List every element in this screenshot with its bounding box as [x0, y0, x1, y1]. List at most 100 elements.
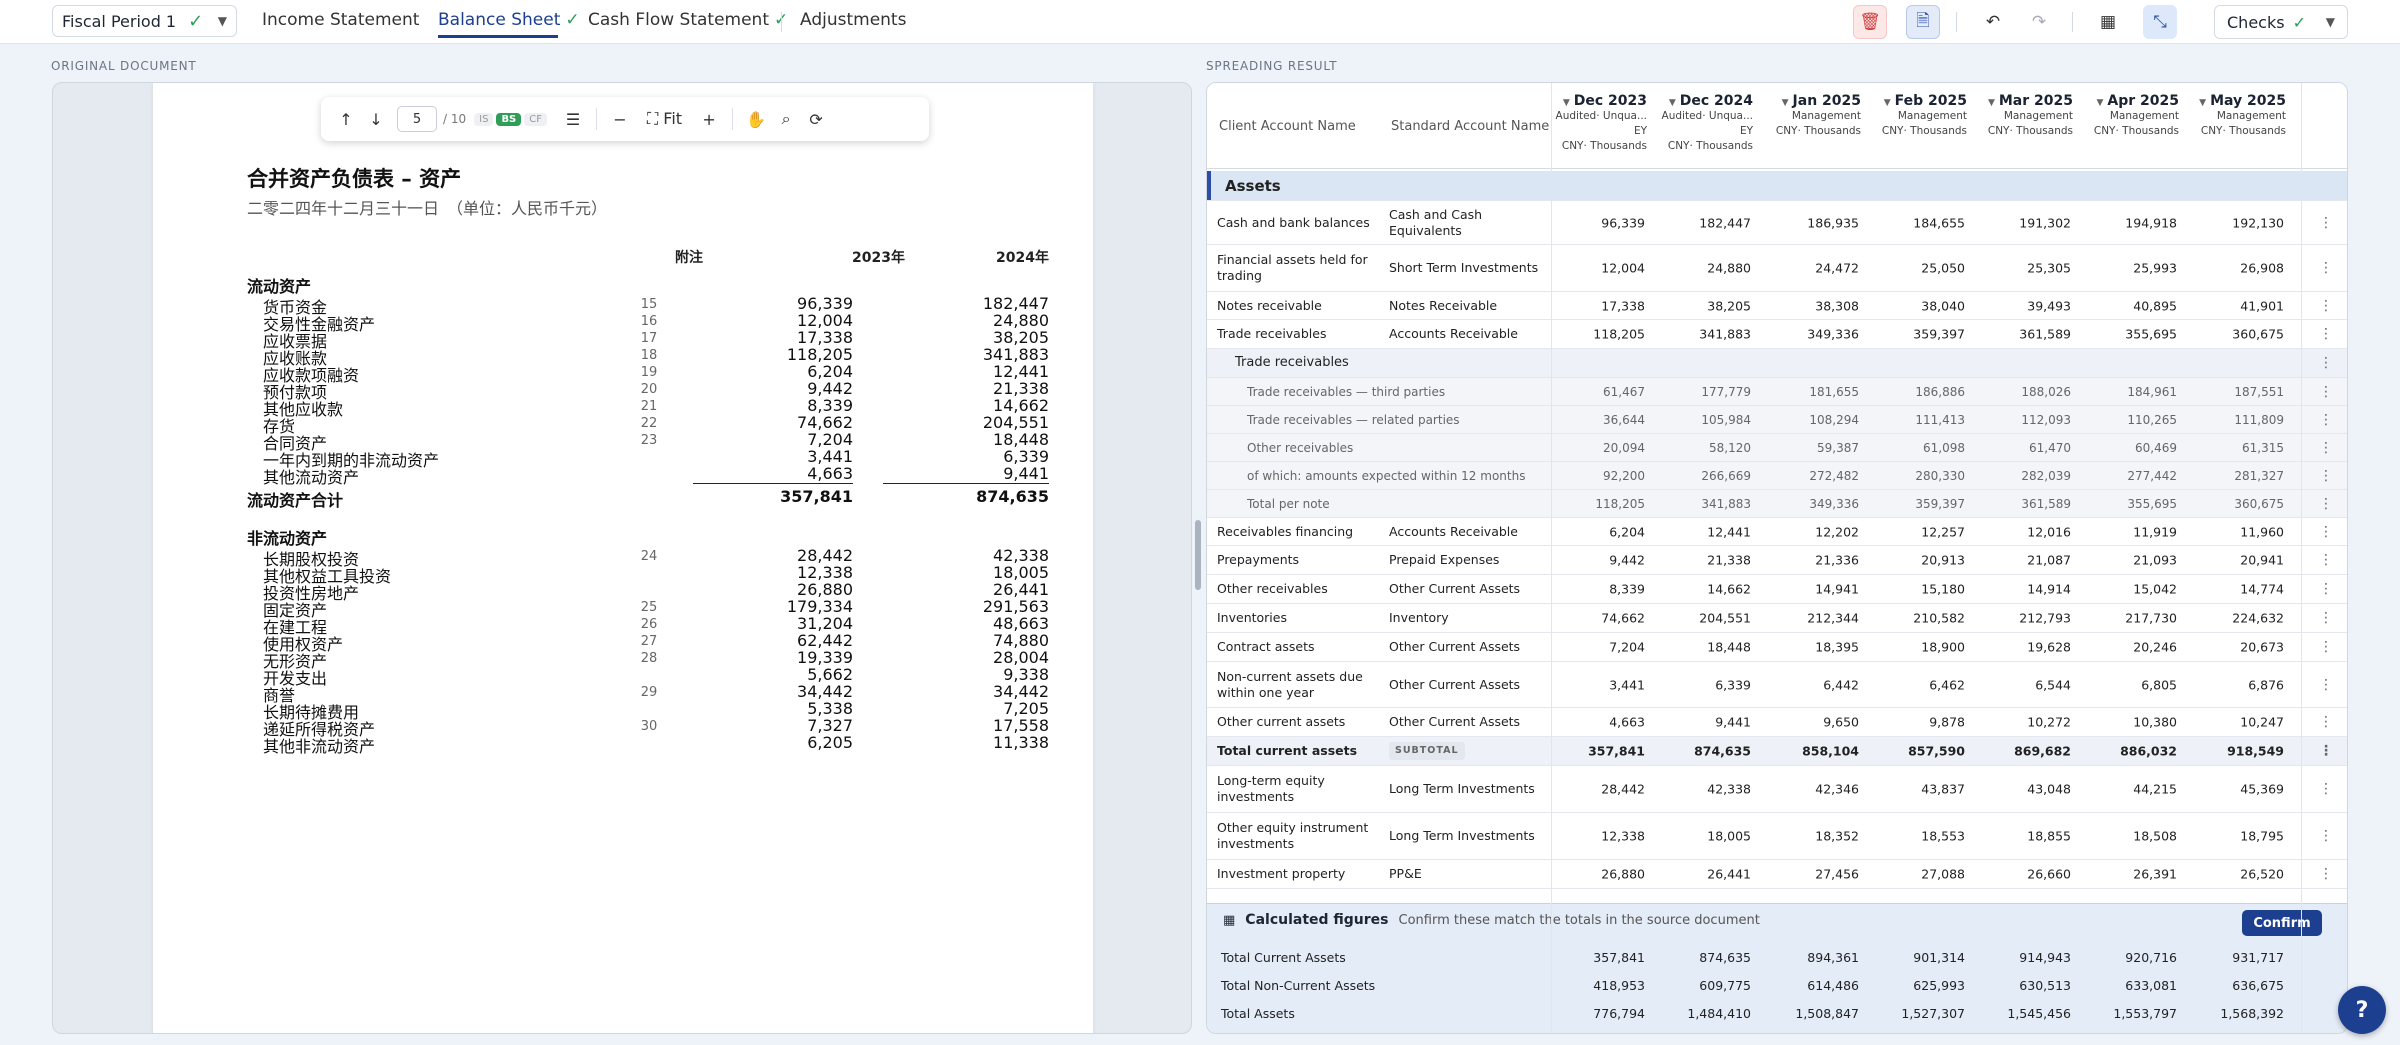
cell-value[interactable]: 204,551: [1699, 610, 1751, 626]
kebab-menu-icon[interactable]: ⋮: [2319, 439, 2333, 456]
kebab-menu-icon[interactable]: ⋮: [2319, 467, 2333, 484]
cell-value[interactable]: 217,730: [2125, 610, 2177, 626]
kebab-menu-icon[interactable]: ⋮: [2319, 552, 2333, 568]
cell-value[interactable]: 18,448: [1707, 639, 1751, 655]
cell-value[interactable]: 360,675: [2232, 326, 2284, 342]
standard-account-name[interactable]: Accounts Receivable: [1389, 523, 1518, 539]
cell-value[interactable]: 40,895: [2133, 298, 2177, 313]
cell-value[interactable]: 14,941: [1815, 581, 1859, 597]
calculator-button[interactable]: ▦: [2091, 5, 2125, 39]
zoom-out-icon[interactable]: −: [613, 109, 627, 129]
cell-value[interactable]: 12,257: [1921, 524, 1965, 539]
kebab-menu-icon[interactable]: ⋮: [2319, 828, 2333, 844]
tab-balance-sheet[interactable]: Balance Sheet ✓: [438, 10, 580, 38]
cell-value[interactable]: 355,695: [2125, 326, 2177, 342]
cell-value[interactable]: 27,456: [1815, 866, 1859, 882]
standard-account-name[interactable]: Other Current Assets: [1389, 639, 1521, 654]
cell-value[interactable]: 59,387: [1817, 440, 1859, 455]
cell-value[interactable]: 41,901: [2240, 298, 2284, 313]
cell-value[interactable]: 15,042: [2133, 581, 2177, 597]
cell-value[interactable]: 26,660: [2027, 866, 2071, 882]
cell-value[interactable]: 110,265: [2127, 412, 2177, 427]
cell-value[interactable]: 18,508: [2133, 828, 2177, 844]
fit-button[interactable]: ⛶ Fit: [647, 109, 682, 129]
table-row[interactable]: of which: amounts expected within 12 mon…: [1207, 462, 2347, 490]
cell-value[interactable]: 74,662: [1601, 610, 1645, 626]
table-row[interactable]: Other receivables 20,094 58,120 59,387 61,09…: [1207, 434, 2347, 462]
cell-value[interactable]: 186,886: [1915, 384, 1965, 399]
cell-value[interactable]: 25,050: [1921, 260, 1965, 276]
kebab-menu-icon[interactable]: ⋮: [2319, 260, 2333, 276]
period-header[interactable]: ▼ Jan 2025 Management CNY· Thousands: [1757, 93, 1861, 139]
cell-value[interactable]: 42,346: [1815, 781, 1859, 797]
cell-value[interactable]: 281,327: [2234, 468, 2284, 483]
cell-value[interactable]: 11,960: [2240, 524, 2284, 539]
standard-account-name[interactable]: Other Current Assets: [1389, 581, 1521, 596]
cell-value[interactable]: 857,590: [1908, 743, 1965, 759]
cell-value[interactable]: 188,026: [2021, 384, 2071, 399]
cell-value[interactable]: 45,369: [2240, 781, 2284, 797]
period-header[interactable]: ▼ Feb 2025 Management CNY· Thousands: [1863, 93, 1967, 139]
kebab-menu-icon[interactable]: ⋮: [2319, 355, 2333, 371]
cell-value[interactable]: 12,441: [1707, 524, 1751, 539]
cell-value[interactable]: 39,493: [2027, 298, 2071, 313]
cell-value[interactable]: 359,397: [1913, 326, 1965, 342]
cell-value[interactable]: 3,441: [1609, 677, 1645, 692]
cell-value[interactable]: 118,205: [1595, 496, 1645, 511]
arrow-down-icon[interactable]: ↓: [369, 109, 383, 129]
period-header[interactable]: ▼ May 2025 Management CNY· Thousands: [2182, 93, 2286, 139]
standard-account-name[interactable]: SUBTOTAL: [1389, 742, 1465, 760]
rotate-icon[interactable]: ⟳: [809, 109, 823, 129]
cell-value[interactable]: 282,039: [2021, 468, 2071, 483]
cell-value[interactable]: 42,338: [1707, 781, 1751, 797]
cell-value[interactable]: 4,663: [1609, 714, 1645, 730]
standard-account-name[interactable]: Long Term Investments: [1389, 781, 1535, 796]
standard-account-name[interactable]: Prepaid Expenses: [1389, 552, 1500, 567]
standard-account-name[interactable]: Accounts Receivable: [1389, 326, 1518, 341]
cell-value[interactable]: 361,589: [2019, 326, 2071, 342]
hand-icon[interactable]: ✋: [746, 109, 767, 129]
cell-value[interactable]: 20,246: [2133, 639, 2177, 655]
cell-value[interactable]: 192,130: [2232, 215, 2284, 230]
cell-value[interactable]: 61,470: [2029, 440, 2071, 455]
cell-value[interactable]: 18,352: [1815, 828, 1859, 844]
cell-value[interactable]: 360,675: [2234, 496, 2284, 511]
cell-value[interactable]: 21,093: [2133, 552, 2177, 568]
cell-value[interactable]: 25,993: [2133, 260, 2177, 276]
cell-value[interactable]: 10,272: [2027, 714, 2071, 730]
cell-value[interactable]: 18,395: [1815, 639, 1859, 655]
arrow-up-icon[interactable]: ↑: [339, 109, 353, 129]
cell-value[interactable]: 357,841: [1588, 743, 1645, 759]
table-row[interactable]: Cash and bank balances Cash and Cash Equi…: [1207, 201, 2347, 245]
table-row[interactable]: Other current assets Other Current Assets…: [1207, 708, 2347, 737]
cell-value[interactable]: 9,878: [1929, 714, 1965, 730]
cell-value[interactable]: 21,087: [2027, 552, 2071, 568]
cell-value[interactable]: 9,441: [1715, 714, 1751, 730]
table-row[interactable]: Trade receivables Accounts Receivable 118,…: [1207, 320, 2347, 349]
cell-value[interactable]: 14,914: [2027, 581, 2071, 597]
cell-value[interactable]: 118,205: [1593, 326, 1645, 342]
cell-value[interactable]: 20,913: [1921, 552, 1965, 568]
cell-value[interactable]: 12,016: [2027, 524, 2071, 539]
standard-account-name[interactable]: Short Term Investments: [1389, 260, 1539, 275]
tab-income-statement[interactable]: Income Statement: [262, 10, 419, 30]
tab-adjustments[interactable]: Adjustments: [800, 10, 906, 30]
cell-value[interactable]: 12,202: [1815, 524, 1859, 539]
kebab-menu-icon[interactable]: ⋮: [2319, 495, 2333, 512]
cell-value[interactable]: 10,247: [2240, 714, 2284, 730]
list-icon[interactable]: ☰: [565, 109, 581, 129]
kebab-menu-icon[interactable]: ⋮: [2319, 523, 2333, 540]
cell-value[interactable]: 186,935: [1807, 215, 1859, 230]
kebab-menu-icon[interactable]: ⋮: [2319, 326, 2333, 342]
cell-value[interactable]: 27,088: [1921, 866, 1965, 882]
cell-value[interactable]: 6,462: [1929, 677, 1965, 692]
cell-value[interactable]: 25,305: [2027, 260, 2071, 276]
cell-value[interactable]: 19,628: [2027, 639, 2071, 655]
cell-value[interactable]: 9,650: [1823, 714, 1859, 730]
kebab-menu-icon[interactable]: ⋮: [2319, 411, 2333, 428]
cell-value[interactable]: 224,632: [2232, 610, 2284, 626]
cell-value[interactable]: 18,553: [1921, 828, 1965, 844]
statement-pill-bs[interactable]: BS: [496, 112, 522, 126]
standard-account-name[interactable]: Cash and Cash Equivalents: [1389, 206, 1483, 238]
cell-value[interactable]: 26,391: [2133, 866, 2177, 882]
